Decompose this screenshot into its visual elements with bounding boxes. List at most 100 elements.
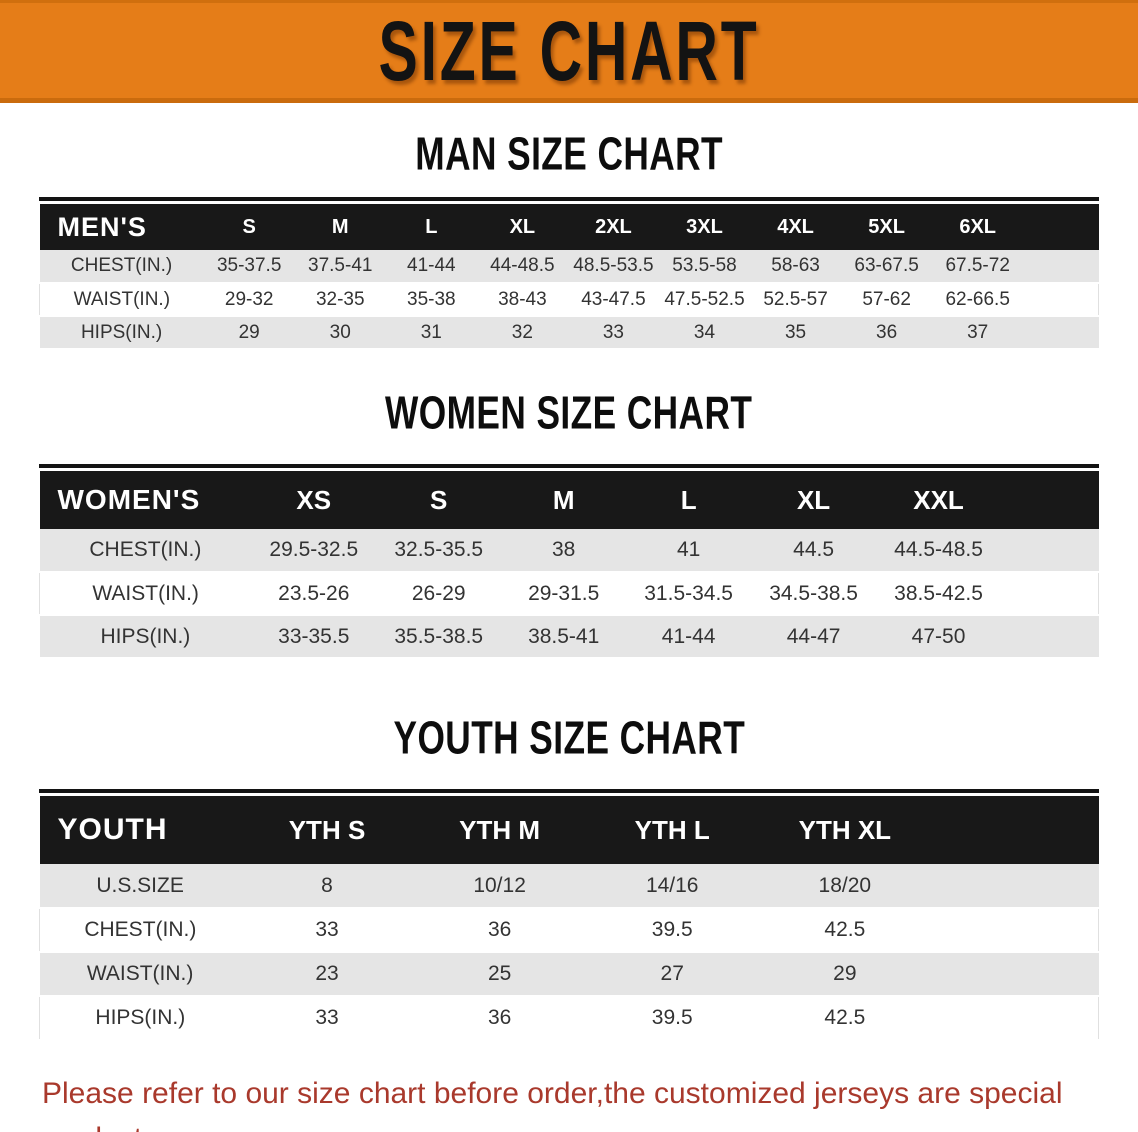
measurement-value: 8 <box>321 873 333 897</box>
banner: SIZE CHART <box>0 0 1138 103</box>
measurement-value: 47-50 <box>911 624 966 648</box>
measurement-value: 43-47.5 <box>581 288 646 310</box>
measurement-value: 36 <box>876 321 898 343</box>
size-column-header: 2XL <box>567 204 659 250</box>
measurement-value: 58-63 <box>771 255 820 276</box>
filler-cell <box>1023 316 1098 349</box>
measurement-row: CHEST(IN.) 35-37.5 37.5-41 41-44 44-48.5 48.5… <box>39 250 1099 283</box>
measurement-value: 44.5-48.5 <box>894 538 983 561</box>
size-column-header: YTH M <box>413 796 586 864</box>
measurement-row: U.S.SIZE 8 10/12 14/16 18/20 <box>39 864 1099 908</box>
measurement-value: 48.5-53.5 <box>573 255 654 276</box>
measurement-row: WAIST(IN.) 23.5-26 26-29 29-31.5 31.5-34.5 34… <box>39 572 1099 615</box>
measurement-value: 29 <box>833 962 857 985</box>
measurement-value: 44-48.5 <box>490 255 555 276</box>
size-column-header: 3XL <box>658 204 751 250</box>
measurement-value: 38.5-41 <box>528 624 600 648</box>
row-label: U.S.SIZE <box>96 873 184 897</box>
measurement-value: 38.5-42.5 <box>894 581 983 605</box>
filler-cell <box>1001 471 1099 529</box>
measurement-value: 29 <box>238 321 260 343</box>
measurement-value: 33 <box>602 321 624 343</box>
size-column-header: YTH XL <box>758 796 932 864</box>
measurement-value: 29.5-32.5 <box>269 538 359 561</box>
disclaimer-line-1: Please refer to our size chart before or… <box>42 1077 1063 1132</box>
measurement-value: 34.5-38.5 <box>769 581 858 605</box>
measurement-value: 37 <box>967 321 989 343</box>
page-title: SIZE CHART <box>378 2 760 99</box>
measurement-value: 44-47 <box>786 624 841 648</box>
measurement-value: 37.5-41 <box>308 255 373 276</box>
measurement-value: 32-35 <box>315 288 365 310</box>
measurement-value: 39.5 <box>651 918 693 941</box>
youth-heading-text: YOUTH SIZE CHART <box>393 711 745 764</box>
youth-section-heading: YOUTH SIZE CHART <box>0 711 1138 764</box>
measurement-row: CHEST(IN.) 29.5-32.5 32.5-35.5 38 41 44.5 44.5… <box>39 529 1099 572</box>
size-column-header: 5XL <box>841 204 933 250</box>
size-column-header: M <box>294 204 386 250</box>
measurement-value: 63-67.5 <box>854 255 919 276</box>
measurement-value: 26-29 <box>411 581 466 605</box>
row-label: HIPS(IN.) <box>80 321 163 343</box>
size-column-header: 6XL <box>932 204 1024 250</box>
measurement-value: 67.5-72 <box>945 255 1010 276</box>
table-header-row: MEN'S S M L XL 2XL 3XL 4XL 5XL 6XL <box>39 204 1099 250</box>
measurement-value: 30 <box>329 321 351 343</box>
size-column-header: YTH L <box>585 796 759 864</box>
table-top-rule <box>39 789 1099 793</box>
measurement-value: 35-37.5 <box>216 255 282 276</box>
table-header-label: YOUTH <box>39 796 241 864</box>
filler-cell <box>1023 250 1098 283</box>
men-heading-text: MAN SIZE CHART <box>415 127 723 180</box>
table-header-row: YOUTH YTH S YTH M YTH L YTH XL <box>39 796 1099 864</box>
men-size-table: MEN'S S M L XL 2XL 3XL 4XL 5XL 6XL CHEST(IN.) 35-37… <box>39 204 1099 350</box>
women-heading-text: WOMEN SIZE CHART <box>385 386 753 439</box>
women-section-heading: WOMEN SIZE CHART <box>0 386 1138 439</box>
women-size-table-wrap: WOMEN'S XS S M L XL XXL CHEST(IN.) 29.5-32.5 32.5… <box>39 464 1099 659</box>
measurement-value: 25 <box>487 962 512 985</box>
measurement-value: 23 <box>315 962 339 985</box>
row-label: WAIST(IN.) <box>92 581 199 605</box>
measurement-value: 27 <box>660 962 684 985</box>
row-label: CHEST(IN.) <box>84 918 197 941</box>
measurement-value: 35.5-38.5 <box>394 624 484 648</box>
measurement-value: 44.5 <box>793 538 835 561</box>
measurement-row: HIPS(IN.) 33-35.5 35.5-38.5 38.5-41 41-44 44-… <box>39 615 1099 658</box>
row-label: WAIST(IN.) <box>73 288 171 310</box>
measurement-value: 34 <box>693 321 716 343</box>
disclaimer: Please refer to our size chart before or… <box>42 1071 1118 1132</box>
filler-cell <box>1001 572 1098 615</box>
measurement-value: 47.5-52.5 <box>664 288 745 310</box>
measurement-value: 41-44 <box>661 624 716 648</box>
measurement-value: 32 <box>511 321 533 343</box>
table-top-rule <box>39 464 1099 468</box>
measurement-value: 41 <box>676 538 701 561</box>
measurement-value: 52.5-57 <box>763 288 828 310</box>
size-column-header: 4XL <box>750 204 842 250</box>
row-label: HIPS(IN.) <box>100 624 191 648</box>
measurement-row: HIPS(IN.) 33 36 39.5 42.5 <box>39 996 1099 1040</box>
filler-cell <box>1001 615 1098 658</box>
measurement-row: CHEST(IN.) 33 36 39.5 42.5 <box>39 908 1099 952</box>
measurement-value: 53.5-58 <box>672 255 737 276</box>
men-size-table-wrap: MEN'S S M L XL 2XL 3XL 4XL 5XL 6XL CHEST(IN.) 35-37… <box>39 197 1099 350</box>
table-header-row: WOMEN'S XS S M L XL XXL <box>39 471 1099 529</box>
women-size-table: WOMEN'S XS S M L XL XXL CHEST(IN.) 29.5-32.5 32.5… <box>39 471 1099 659</box>
youth-size-table: YOUTH YTH S YTH M YTH L YTH XL U.S.SIZE 8 10/12… <box>39 796 1099 1041</box>
filler-cell <box>931 864 1098 908</box>
measurement-row: HIPS(IN.) 29 30 31 32 33 34 35 36 37 <box>39 316 1099 349</box>
measurement-value: 10/12 <box>473 873 526 897</box>
measurement-value: 35 <box>784 321 807 343</box>
measurement-value: 62-66.5 <box>945 288 1010 310</box>
measurement-value: 31.5-34.5 <box>644 581 733 605</box>
size-column-header: S <box>376 471 502 529</box>
measurement-value: 36 <box>487 918 512 941</box>
row-label: WAIST(IN.) <box>86 962 194 985</box>
measurement-value: 38 <box>552 538 576 561</box>
measurement-value: 57-62 <box>862 288 911 310</box>
filler-cell <box>1001 529 1098 572</box>
filler-cell <box>931 796 1099 864</box>
filler-cell <box>931 952 1098 996</box>
measurement-value: 38-43 <box>498 288 547 310</box>
men-section-heading: MAN SIZE CHART <box>0 127 1138 180</box>
